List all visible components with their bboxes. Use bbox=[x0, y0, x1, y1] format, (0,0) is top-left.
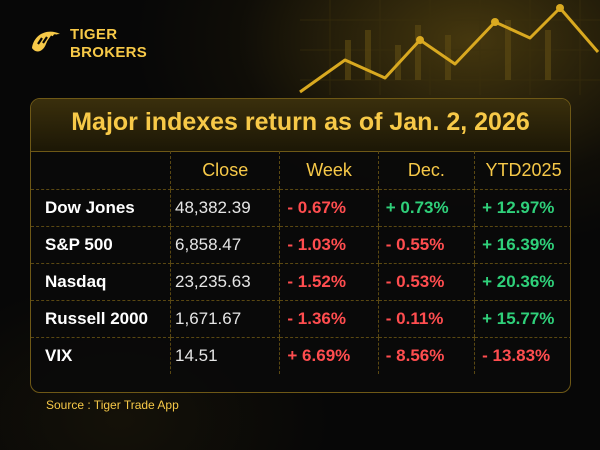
ytd-return: - 13.83% bbox=[474, 337, 570, 374]
table-row: Dow Jones 48,382.39 - 0.67% + 0.73% + 12… bbox=[31, 189, 570, 227]
index-name: VIX bbox=[45, 346, 73, 365]
header-week: Week bbox=[279, 151, 379, 190]
close-value: 23,235.63 bbox=[170, 263, 280, 301]
index-name: Nasdaq bbox=[31, 263, 171, 301]
table-row: S&P 500 6,858.47 - 1.03% - 0.55% + 16.39… bbox=[31, 226, 570, 264]
table-row: Nasdaq 23,235.63 - 1.52% - 0.53% + 20.36… bbox=[31, 263, 570, 301]
week-return: - 1.36% bbox=[279, 300, 379, 338]
index-name: Dow Jones bbox=[31, 189, 171, 227]
week-return: - 0.67% bbox=[279, 189, 379, 227]
ytd-return: + 12.97% bbox=[474, 189, 570, 227]
close-value: 14.51 bbox=[170, 337, 280, 374]
week-return: + 6.69% bbox=[279, 337, 379, 374]
tiger-logo-icon bbox=[32, 31, 60, 52]
ytd-return: + 16.39% bbox=[474, 226, 570, 264]
week-return: - 1.03% bbox=[279, 226, 379, 264]
returns-table: Close Week Dec. YTD2025 Dow Jones 48,382… bbox=[31, 151, 570, 374]
ytd-return: + 15.77% bbox=[474, 300, 570, 338]
index-name: S&P 500 bbox=[31, 226, 171, 264]
title-bar: Major indexes return as of Jan. 2, 2026 bbox=[31, 99, 570, 152]
close-value: 6,858.47 bbox=[170, 226, 280, 264]
ytd-return: + 20.36% bbox=[474, 263, 570, 301]
close-value: 1,671.67 bbox=[170, 300, 280, 338]
dec-return: - 0.11% bbox=[377, 300, 475, 338]
header-ytd: YTD2025 bbox=[474, 151, 570, 190]
dec-return: - 0.53% bbox=[377, 263, 475, 301]
card-title: Major indexes return as of Jan. 2, 2026 bbox=[71, 108, 530, 136]
logo-line-1: TIGER bbox=[70, 26, 118, 43]
header-close: Close bbox=[170, 151, 280, 190]
header-dec: Dec. bbox=[377, 151, 475, 190]
dec-return: - 0.55% bbox=[377, 226, 475, 264]
table-row: VIX 14.51 + 6.69% - 8.56% - 13.83% bbox=[31, 337, 570, 374]
dec-return: - 8.56% bbox=[377, 337, 475, 374]
table-header-row: Close Week Dec. YTD2025 bbox=[31, 151, 570, 190]
week-return: - 1.52% bbox=[279, 263, 379, 301]
dec-return: + 0.73% bbox=[377, 189, 475, 227]
table-row: Russell 2000 1,671.67 - 1.36% - 0.11% + … bbox=[31, 300, 570, 338]
tiger-brokers-logo: TIGER BROKERS bbox=[28, 24, 178, 64]
returns-card: Major indexes return as of Jan. 2, 2026 … bbox=[30, 98, 571, 393]
index-name: Russell 2000 bbox=[31, 300, 171, 338]
logo-line-2: BROKERS bbox=[70, 44, 148, 61]
logo-text: TIGER BROKERS bbox=[70, 26, 147, 62]
source-note: Source : Tiger Trade App bbox=[46, 398, 179, 412]
close-value: 48,382.39 bbox=[170, 189, 280, 227]
header-index bbox=[31, 151, 171, 190]
